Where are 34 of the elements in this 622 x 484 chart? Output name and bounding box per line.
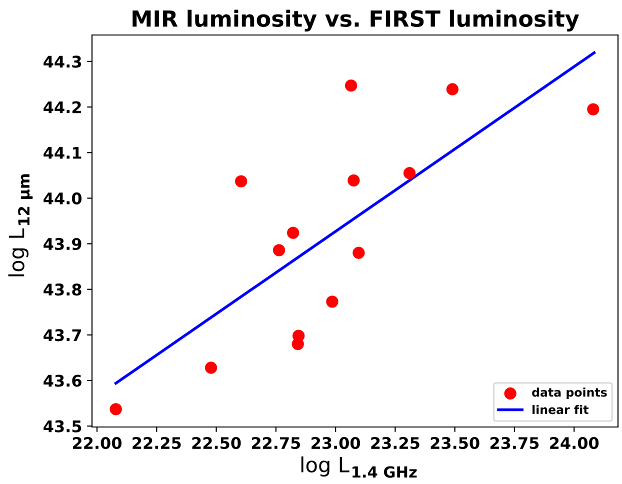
point xyxy=(287,226,300,239)
y-tick-label: 43.6 xyxy=(44,374,82,387)
point xyxy=(403,167,416,180)
point xyxy=(326,296,338,308)
y-tick-label: 43.7 xyxy=(44,329,82,342)
x-tick-label: 23.75 xyxy=(490,437,539,450)
chart-title: MIR luminosity vs. FIRST luminosity xyxy=(132,10,580,32)
point xyxy=(344,80,358,92)
point xyxy=(446,83,459,96)
point xyxy=(272,244,286,256)
point xyxy=(348,174,360,186)
y-tick-label: 43.8 xyxy=(44,284,82,296)
x-tick-label: 22.50 xyxy=(192,437,241,450)
x-tick-label: 24.00 xyxy=(550,437,599,450)
legend-label: linear fit xyxy=(532,404,589,414)
y-tick-label: 44.3 xyxy=(44,56,82,68)
point xyxy=(587,103,600,116)
legend-label: data points xyxy=(532,388,607,400)
x-tick-label: 23.25 xyxy=(371,437,420,450)
point xyxy=(352,246,365,259)
y-tick-label: 44.0 xyxy=(44,192,82,204)
x-tick-label: 22.75 xyxy=(252,437,300,450)
y-tick-label: 44.1 xyxy=(44,147,82,159)
point xyxy=(235,175,248,188)
y-tick-label: 43.9 xyxy=(44,238,82,250)
x-tick-label: 22.00 xyxy=(73,437,122,450)
y-tick-label: 43.5 xyxy=(44,420,82,432)
x-tick-label: 22.25 xyxy=(132,437,181,450)
point xyxy=(204,362,218,374)
x-tick-label: 23.00 xyxy=(312,437,360,450)
y-tick-label: 44.2 xyxy=(44,101,81,114)
x-tick-label: 23.50 xyxy=(430,437,480,450)
point xyxy=(110,403,122,416)
y-axis-title: log L12 μm xyxy=(8,174,33,276)
